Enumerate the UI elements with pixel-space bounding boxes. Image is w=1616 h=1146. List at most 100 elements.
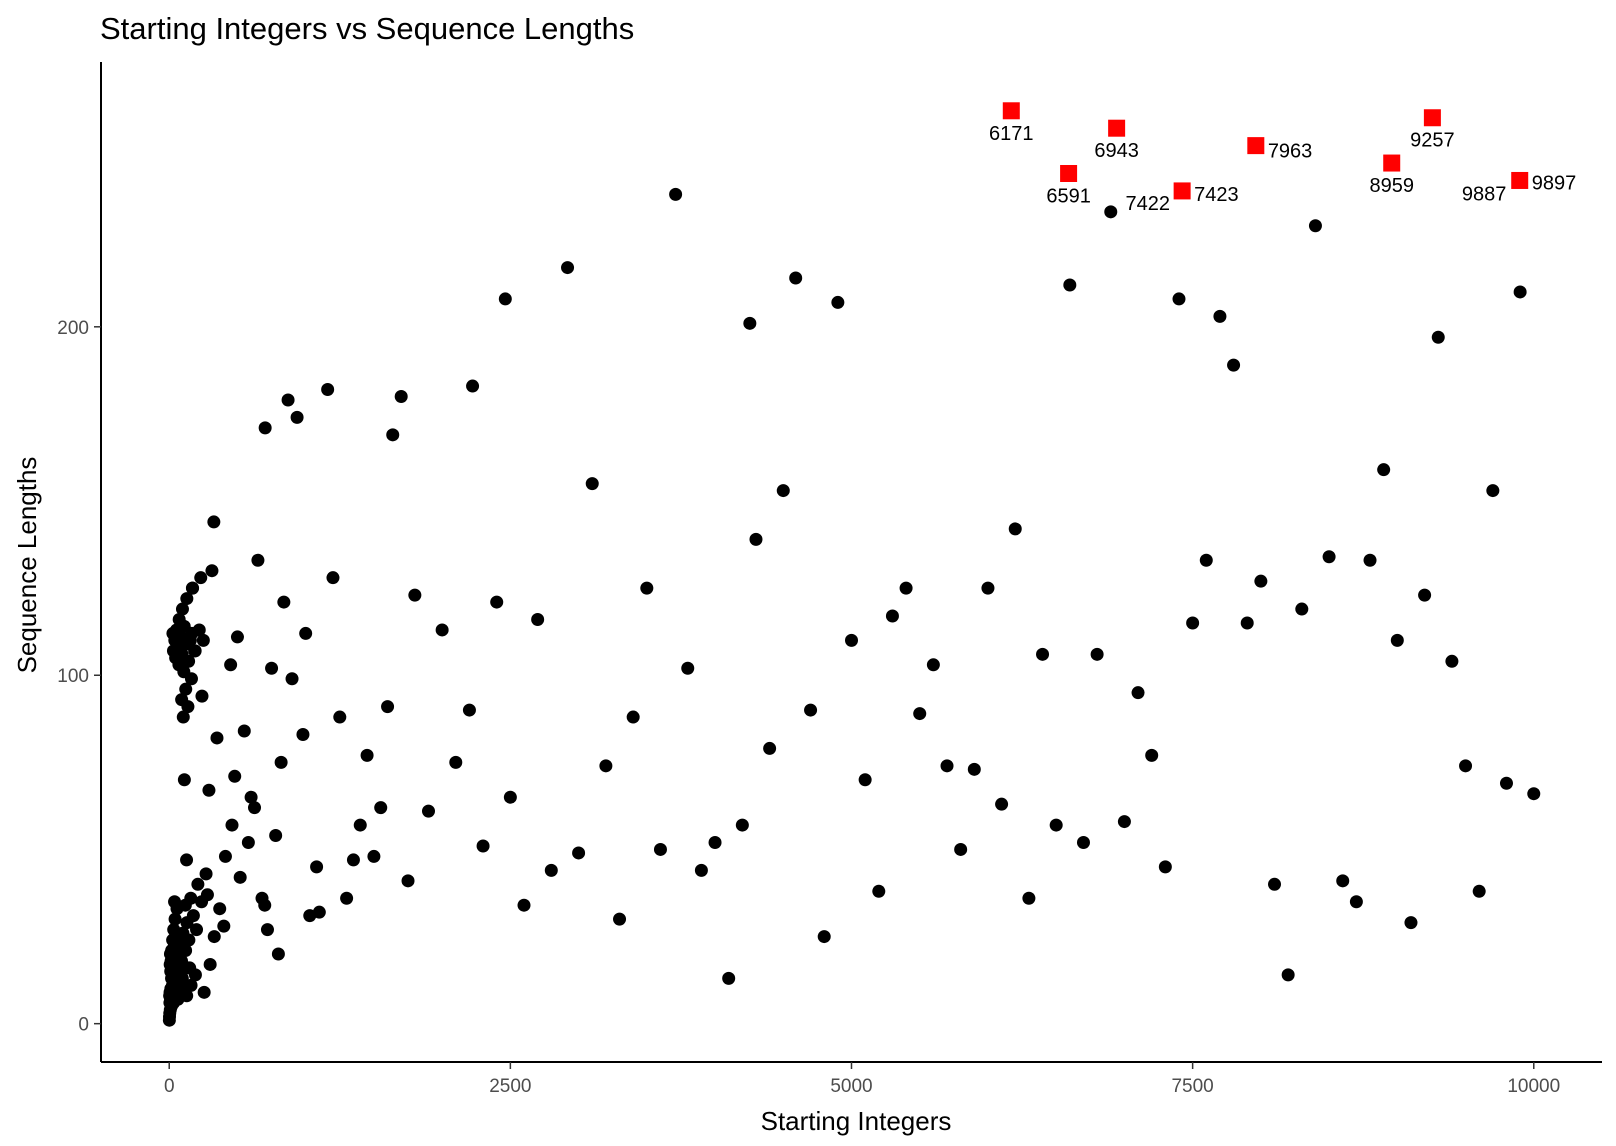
highlight-label: 7422 bbox=[1125, 193, 1170, 215]
data-point bbox=[490, 595, 504, 609]
data-point bbox=[251, 553, 265, 567]
data-point bbox=[735, 818, 749, 832]
data-point bbox=[218, 849, 232, 863]
y-axis-title: Sequence Lengths bbox=[12, 457, 42, 674]
data-point bbox=[1527, 787, 1541, 801]
data-point bbox=[1295, 602, 1309, 616]
data-point bbox=[599, 759, 613, 773]
data-point bbox=[237, 724, 251, 738]
data-point bbox=[1022, 891, 1036, 905]
data-point bbox=[681, 661, 695, 675]
data-point bbox=[1063, 278, 1077, 292]
data-point bbox=[1090, 647, 1104, 661]
data-point bbox=[940, 759, 954, 773]
data-point bbox=[186, 909, 200, 923]
data-point bbox=[182, 654, 196, 668]
x-tick-label: 2500 bbox=[489, 1076, 531, 1097]
data-point bbox=[260, 923, 274, 937]
data-point bbox=[310, 860, 324, 874]
data-point bbox=[258, 898, 272, 912]
data-point bbox=[360, 748, 374, 762]
data-point bbox=[1076, 835, 1090, 849]
data-point bbox=[299, 626, 313, 640]
data-point bbox=[182, 933, 196, 947]
highlight-marker bbox=[1423, 109, 1441, 127]
data-point bbox=[1404, 916, 1418, 930]
data-point bbox=[926, 658, 940, 672]
data-point bbox=[277, 595, 291, 609]
data-point bbox=[233, 870, 247, 884]
data-point bbox=[340, 891, 354, 905]
highlight-marker bbox=[1247, 137, 1265, 155]
y-tick-label: 0 bbox=[78, 1015, 89, 1036]
data-point bbox=[176, 710, 190, 724]
data-point bbox=[1145, 748, 1159, 762]
data-point bbox=[1459, 759, 1473, 773]
data-point bbox=[694, 863, 708, 877]
data-point bbox=[1199, 553, 1213, 567]
data-point bbox=[831, 295, 845, 309]
data-point bbox=[203, 957, 217, 971]
data-point bbox=[1240, 616, 1254, 630]
x-tick-label: 5000 bbox=[830, 1076, 872, 1097]
data-point bbox=[1472, 884, 1486, 898]
data-point bbox=[296, 727, 310, 741]
data-point bbox=[1008, 522, 1022, 536]
data-point bbox=[192, 623, 206, 637]
data-point bbox=[241, 835, 255, 849]
data-point bbox=[531, 612, 545, 626]
data-point bbox=[274, 755, 288, 769]
data-point bbox=[353, 818, 367, 832]
data-point bbox=[981, 581, 995, 595]
data-point bbox=[476, 839, 490, 853]
data-point bbox=[290, 410, 304, 424]
data-point bbox=[1308, 219, 1322, 233]
data-point bbox=[181, 700, 195, 714]
data-point bbox=[217, 919, 231, 933]
data-point bbox=[333, 710, 347, 724]
data-point bbox=[381, 700, 395, 714]
data-point bbox=[177, 773, 191, 787]
data-point bbox=[326, 571, 340, 585]
highlight-marker bbox=[1108, 119, 1126, 137]
data-point bbox=[248, 801, 262, 815]
data-point bbox=[1349, 895, 1363, 909]
data-point bbox=[1268, 877, 1282, 891]
data-point bbox=[202, 783, 216, 797]
data-point bbox=[872, 884, 886, 898]
data-point bbox=[466, 379, 480, 393]
data-point bbox=[210, 731, 224, 745]
data-point bbox=[653, 842, 667, 856]
data-point bbox=[708, 835, 722, 849]
data-point bbox=[1499, 776, 1513, 790]
highlight-label: 9887 bbox=[1462, 183, 1507, 205]
highlight-label: 7423 bbox=[1194, 184, 1239, 206]
data-point bbox=[1513, 285, 1527, 299]
data-point bbox=[503, 790, 517, 804]
data-point bbox=[1254, 574, 1268, 588]
data-point bbox=[408, 588, 422, 602]
points-layer bbox=[162, 187, 1541, 1027]
data-point bbox=[858, 773, 872, 787]
data-point bbox=[230, 630, 244, 644]
data-point bbox=[885, 609, 899, 623]
data-point bbox=[845, 633, 858, 647]
data-point bbox=[561, 261, 575, 275]
data-point bbox=[789, 271, 803, 285]
data-point bbox=[346, 853, 360, 867]
data-point bbox=[367, 849, 381, 863]
data-point bbox=[544, 863, 558, 877]
data-point bbox=[1036, 647, 1050, 661]
data-point bbox=[179, 682, 193, 696]
y-tick-label: 100 bbox=[57, 666, 89, 687]
data-point bbox=[776, 484, 790, 498]
data-point bbox=[285, 672, 299, 686]
data-point bbox=[913, 707, 927, 721]
data-point bbox=[1363, 553, 1377, 567]
x-tick-label: 10000 bbox=[1507, 1076, 1560, 1097]
axes-layer bbox=[100, 62, 1602, 1063]
data-point bbox=[374, 801, 388, 815]
y-tick-label: 200 bbox=[57, 318, 89, 339]
data-point bbox=[613, 912, 627, 926]
